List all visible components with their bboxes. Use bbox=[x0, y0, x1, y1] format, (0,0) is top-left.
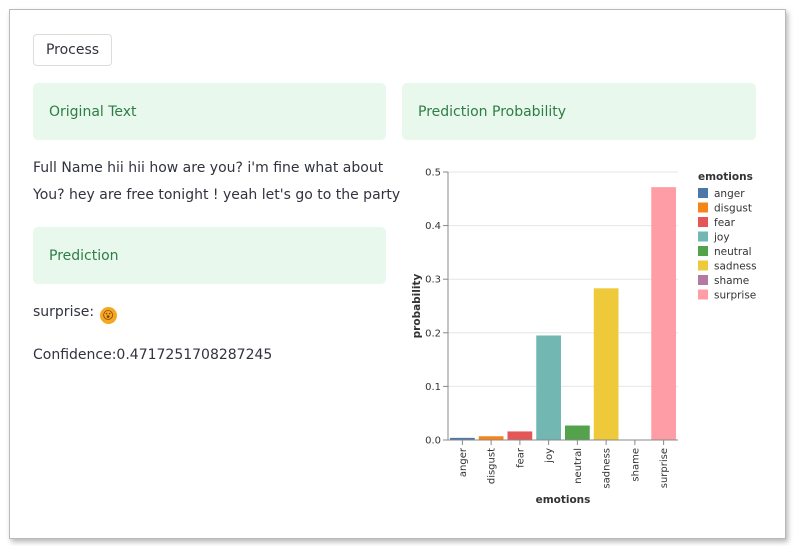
bar-disgust bbox=[478, 436, 504, 440]
legend-label-anger: anger bbox=[714, 188, 745, 200]
legend-label-fear: fear bbox=[714, 217, 736, 229]
prediction-probability-header: Prediction Probability bbox=[402, 83, 756, 140]
bar-surprise bbox=[651, 187, 676, 440]
y-tick-label: 0.1 bbox=[425, 382, 441, 393]
legend-label-shame: shame bbox=[714, 275, 749, 287]
y-tick-label: 0.0 bbox=[425, 436, 441, 447]
legend-label-neutral: neutral bbox=[714, 246, 752, 258]
y-tick-label: 0.4 bbox=[425, 221, 441, 232]
y-axis-title: probability bbox=[411, 274, 423, 339]
bar-fear bbox=[507, 431, 533, 440]
legend-title: emotions bbox=[698, 171, 753, 183]
legend-swatch-shame bbox=[698, 275, 708, 285]
prediction-header: Prediction bbox=[33, 227, 386, 284]
y-tick-label: 0.2 bbox=[425, 328, 441, 339]
legend-swatch-joy bbox=[698, 231, 708, 242]
process-button[interactable]: Process bbox=[33, 34, 112, 66]
x-tick-label: surprise bbox=[659, 448, 670, 488]
astonished-face-icon: 😮 bbox=[99, 307, 117, 324]
legend-swatch-disgust bbox=[698, 202, 708, 213]
x-tick-label: neutral bbox=[573, 448, 584, 484]
prediction-label: surprise: bbox=[33, 304, 95, 320]
legend-label-disgust: disgust bbox=[714, 203, 752, 215]
x-tick-label: anger bbox=[458, 447, 469, 477]
bar-joy bbox=[536, 335, 561, 440]
legend-label-sadness: sadness bbox=[714, 261, 757, 273]
confidence-text: Confidence:0.4717251708287245 bbox=[33, 347, 273, 363]
x-tick-label: fear bbox=[515, 447, 526, 468]
x-tick-label: disgust bbox=[487, 448, 498, 484]
x-tick-label: shame bbox=[630, 448, 641, 482]
original-text-line-1: Full Name hii hii how are you? i'm fine … bbox=[33, 160, 384, 176]
legend-label-surprise: surprise bbox=[714, 290, 756, 302]
bar-neutral bbox=[565, 425, 590, 440]
legend-swatch-anger bbox=[698, 188, 708, 198]
x-axis-title: emotions bbox=[536, 494, 591, 506]
x-tick-label: sadness bbox=[602, 448, 613, 489]
probability-chart: 0.0 0.1 0.2 0.3 0.4 0.5 anger disgust fear joy neu… bbox=[411, 168, 757, 507]
bar-sadness bbox=[593, 288, 619, 440]
legend-label-joy: joy bbox=[713, 232, 730, 244]
legend-swatch-fear bbox=[698, 217, 708, 227]
x-tick-label: joy bbox=[544, 448, 555, 464]
prediction-result: surprise: 😮 bbox=[33, 304, 117, 324]
legend-swatch-surprise bbox=[698, 289, 708, 300]
legend-swatch-sadness bbox=[698, 260, 708, 271]
original-text-header: Original Text bbox=[33, 83, 386, 140]
bar-anger bbox=[450, 437, 475, 440]
y-tick-label: 0.5 bbox=[425, 168, 441, 179]
original-text-line-2: You? hey are free tonight ! yeah let's g… bbox=[33, 187, 401, 203]
legend-swatch-neutral bbox=[698, 246, 708, 256]
y-tick-label: 0.3 bbox=[425, 275, 441, 286]
